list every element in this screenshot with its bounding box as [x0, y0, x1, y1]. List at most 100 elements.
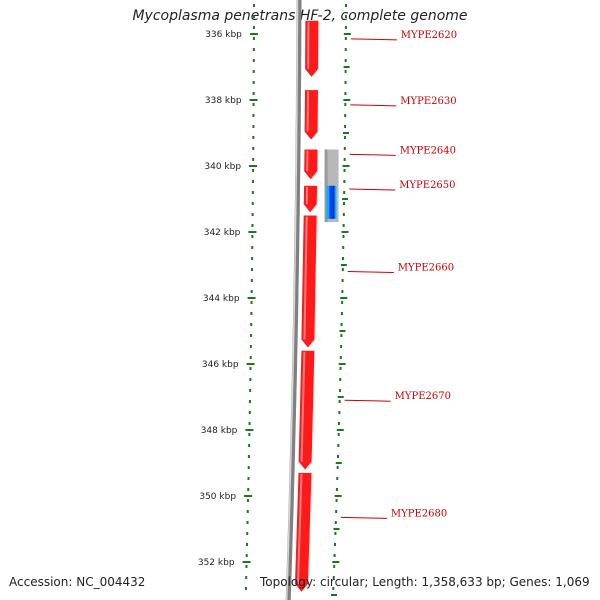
minor-tick-right — [344, 15, 347, 18]
gene-label: MYPE2660 — [398, 263, 454, 274]
gene-arrow — [304, 90, 318, 140]
minor-tick-left — [252, 92, 255, 95]
minor-tick-right — [332, 576, 335, 579]
gene-leader-line — [349, 153, 396, 156]
minor-tick-right — [340, 312, 343, 315]
minor-tick-left — [249, 356, 252, 359]
grey-feature-shade — [324, 149, 328, 223]
blue-feature-box — [329, 185, 334, 219]
gene-leader-line — [349, 188, 396, 191]
tick-label: 348 kbp — [201, 426, 238, 436]
minor-tick-right — [339, 378, 342, 381]
major-tick-right — [342, 165, 350, 167]
gene-label: MYPE2650 — [399, 180, 455, 191]
tick-label: 338 kbp — [205, 96, 242, 106]
minor-tick-right — [341, 268, 344, 271]
gene-arrow-highlight — [296, 473, 303, 584]
minor-tick-left — [251, 180, 254, 183]
gene-label: MYPE2670 — [395, 391, 451, 402]
feature-track — [324, 149, 339, 223]
minor-tick-right — [336, 477, 339, 480]
minor-tick-right — [344, 37, 347, 40]
minor-tick-left — [250, 290, 253, 293]
major-tick-left — [245, 429, 254, 431]
minor-tick-right — [338, 411, 341, 414]
minor-tick-right — [344, 48, 347, 51]
major-tick-right — [341, 231, 349, 233]
minor-tick-left — [246, 510, 249, 513]
mid-tick-right — [335, 462, 342, 464]
minor-tick-right — [335, 488, 338, 491]
minor-tick-right — [342, 235, 345, 238]
major-tick-right — [332, 561, 340, 563]
minor-tick-right — [333, 565, 336, 568]
minor-tick-left — [251, 235, 254, 238]
gene-leader-line — [350, 104, 397, 107]
major-tick-right — [343, 99, 351, 101]
minor-tick-right — [333, 554, 336, 557]
minor-tick-left — [248, 422, 251, 425]
minor-tick-left — [249, 389, 252, 392]
minor-tick-left — [252, 26, 255, 29]
gene-leader-line — [340, 516, 387, 519]
gene-arrow — [303, 185, 318, 213]
minor-tick-right — [336, 466, 339, 469]
minor-tick-left — [246, 532, 249, 535]
minor-tick-right — [338, 422, 341, 425]
major-tick-left — [249, 33, 258, 35]
minor-tick-left — [246, 521, 249, 524]
gene-leader-line — [347, 271, 394, 273]
genome-summary-text: Topology: circular; Length: 1,358,633 bp… — [260, 575, 590, 589]
major-tick-left — [249, 99, 258, 101]
minor-tick-left — [252, 158, 255, 161]
gene-label: MYPE2630 — [400, 96, 456, 107]
gene-labels: MYPE2620 MYPE2630 MYPE2640 MYPE2650 MYPE2660… — [340, 30, 457, 519]
tick-label: 336 kbp — [205, 30, 242, 40]
minor-tick-left — [245, 576, 248, 579]
minor-tick-right — [343, 202, 346, 205]
minor-tick-right — [338, 400, 341, 403]
minor-tick-right — [337, 444, 340, 447]
minor-tick-right — [342, 246, 345, 249]
minor-tick-left — [252, 59, 255, 62]
minor-tick-left — [251, 213, 254, 216]
minor-tick-right — [341, 279, 344, 282]
minor-tick-right — [344, 103, 347, 106]
minor-tick-left — [252, 37, 255, 40]
gene-arrow-highlight — [300, 351, 306, 462]
major-tick-left — [248, 231, 257, 233]
minor-tick-right — [344, 125, 347, 128]
minor-tick-left — [252, 136, 255, 139]
minor-tick-left — [252, 103, 255, 106]
major-tick-left — [247, 297, 256, 299]
gene-label: MYPE2640 — [400, 145, 456, 156]
mid-tick-right — [343, 66, 350, 68]
minor-tick-right — [342, 224, 345, 227]
minor-tick-right — [339, 367, 342, 370]
accession-text: Accession: NC_004432 — [9, 575, 146, 589]
minor-tick-left — [251, 202, 254, 205]
mid-tick-right — [337, 396, 344, 398]
minor-tick-right — [335, 510, 338, 513]
minor-tick-right — [335, 499, 338, 502]
minor-tick-left — [250, 268, 253, 271]
mid-tick-right — [331, 594, 338, 596]
major-tick-left — [244, 495, 253, 497]
minor-tick-left — [247, 477, 250, 480]
minor-tick-left — [249, 367, 252, 370]
minor-tick-left — [250, 312, 253, 315]
blue-feature-edge — [333, 185, 335, 219]
minor-tick-right — [344, 114, 347, 117]
minor-tick-right — [341, 301, 344, 304]
mid-tick-right — [333, 528, 340, 530]
minor-tick-right — [343, 136, 346, 139]
gene-label: MYPE2620 — [401, 30, 457, 41]
minor-tick-right — [344, 59, 347, 62]
minor-tick-right — [344, 4, 347, 7]
minor-tick-left — [247, 455, 250, 458]
tick-label: 350 kbp — [199, 492, 236, 502]
gene-arrow — [305, 20, 319, 77]
minor-ticks — [244, 4, 347, 590]
minor-tick-left — [248, 400, 251, 403]
major-tick-left — [249, 165, 258, 167]
